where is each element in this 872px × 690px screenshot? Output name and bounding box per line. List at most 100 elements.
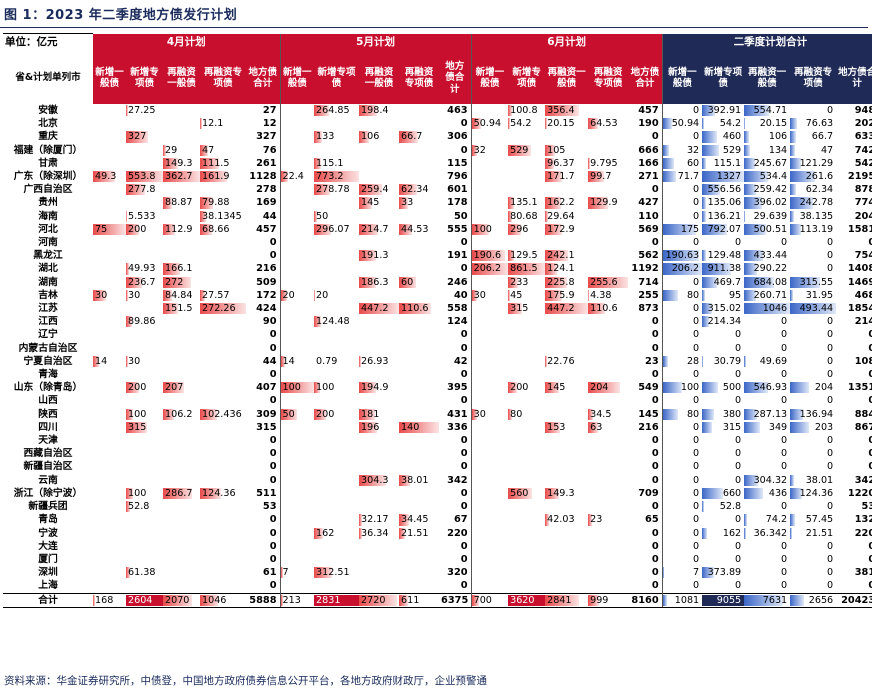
cell-m5-0: 50	[279, 407, 315, 421]
cell-value	[588, 488, 590, 499]
data-bar	[314, 316, 322, 328]
data-bar	[744, 289, 756, 302]
data-bar	[93, 223, 126, 236]
cell-value: 26.93	[361, 355, 389, 367]
group-header-april: 4月计划	[93, 33, 281, 52]
cell-value	[588, 263, 590, 274]
cell-total-m6: 457	[638, 105, 659, 116]
cell-m6-1	[508, 579, 545, 593]
cell-m6-0	[470, 341, 509, 355]
cell-q-0: 0	[661, 460, 703, 474]
cell-m4-2: 112.9	[163, 223, 200, 236]
cell-q-0: 0	[661, 447, 703, 461]
cell-m5-0	[279, 552, 315, 567]
cell-value: 190.6	[473, 250, 502, 262]
data-bar	[702, 263, 731, 275]
cell-value: 50	[282, 408, 295, 420]
cell-m5-1: 124.48	[314, 315, 359, 328]
cell-value: 0	[735, 540, 742, 552]
cell-value	[93, 501, 95, 512]
cell-value	[281, 514, 283, 525]
cell-m4-2: 2070	[163, 592, 200, 608]
data-bar	[702, 157, 706, 170]
cell-m5-3	[399, 566, 439, 579]
data-bar	[200, 289, 205, 302]
cell-value	[281, 118, 283, 129]
cell-q-3: 47	[790, 144, 836, 157]
cell-m5-2	[359, 434, 399, 447]
cell-value: 68.66	[202, 223, 230, 235]
data-bar	[93, 289, 107, 302]
cell-m6-2	[545, 527, 588, 540]
col-header-june-1: 新增专项债	[508, 52, 546, 104]
cell-value	[163, 475, 165, 486]
cell-m4-1: 30	[126, 289, 163, 302]
cell-q-1: 54.2	[702, 117, 744, 130]
cell-value: 38.135	[799, 210, 834, 222]
table-row: 安徽 27.25 27 264.85 198.4 463 100.8 356.4 457 0 392…	[3, 104, 872, 118]
cell-value	[200, 395, 202, 406]
cell-m6-0	[470, 486, 509, 501]
cell-q-3: 38.01	[790, 474, 836, 487]
cell-value	[163, 448, 165, 459]
cell-value: 556.56	[707, 184, 742, 196]
cell-value: 213	[282, 594, 301, 606]
cell-q-1: 214.34	[702, 315, 744, 328]
cell-value: 0	[827, 567, 834, 579]
cell-value: 29.639	[753, 210, 788, 222]
cell-value: 4.38	[590, 289, 612, 301]
data-bar	[472, 408, 477, 420]
cell-total-q: 0	[868, 461, 872, 473]
data-bar	[508, 276, 519, 288]
cell-m6-0	[470, 420, 509, 435]
data-bar	[545, 118, 548, 130]
cell-q-0: 0	[661, 368, 703, 382]
cell-m6-0	[470, 539, 509, 553]
cell-m6-0	[470, 579, 509, 594]
col-header-april-1: 新增专项债	[126, 52, 163, 104]
cell-total-q: 220	[854, 527, 872, 539]
cell-m6-1	[508, 434, 545, 447]
cell-m6-0	[470, 275, 509, 289]
cell-value	[545, 435, 547, 446]
table-row: 山西 0 0 0 0 0 0 0 0	[3, 394, 872, 408]
cell-q-1: 392.91	[702, 104, 744, 117]
cell-m4-3	[200, 421, 246, 434]
cell-value	[200, 541, 202, 552]
cell-value	[472, 303, 474, 314]
cell-value: 0	[827, 342, 834, 354]
data-bar	[663, 382, 682, 394]
cell-value: 105	[547, 144, 566, 156]
cell-m6-0	[470, 196, 509, 210]
cell-value	[314, 580, 316, 591]
cell-value	[545, 131, 547, 142]
cell-m5-0: 20	[279, 288, 315, 303]
cell-q-3: 204	[790, 381, 836, 394]
cell-value: 792.07	[707, 223, 742, 235]
data-bar	[399, 131, 419, 143]
cell-m6-0	[470, 394, 509, 408]
cell-q-3: 242.78	[790, 196, 836, 209]
cell-q-0: 0	[661, 420, 703, 435]
col-header-june-2: 再融资一般债	[545, 52, 589, 104]
cell-value: 911.38	[707, 263, 742, 275]
cell-m5-0	[279, 328, 315, 342]
cell-m6-0	[470, 328, 509, 342]
cell-total-m5: 0	[460, 580, 468, 592]
cell-total-m4: 0	[269, 329, 277, 341]
cell-value	[588, 329, 590, 340]
cell-value: 112.9	[165, 223, 193, 235]
cell-m6-2: 20.15	[545, 117, 588, 130]
cell-m6-1	[508, 474, 545, 487]
cell-m4-1	[126, 144, 163, 157]
data-bar	[314, 131, 322, 143]
cell-q-3: 38.135	[790, 210, 836, 223]
cell-q-2: 0	[744, 500, 790, 513]
cell-value: 0	[693, 395, 700, 407]
cell-value: 129.48	[707, 250, 742, 262]
cell-m6-3	[588, 328, 628, 341]
cell-value: 204	[590, 382, 609, 394]
cell-value	[508, 448, 510, 459]
cell-value	[281, 475, 283, 486]
cell-m6-0: 700	[470, 592, 509, 608]
